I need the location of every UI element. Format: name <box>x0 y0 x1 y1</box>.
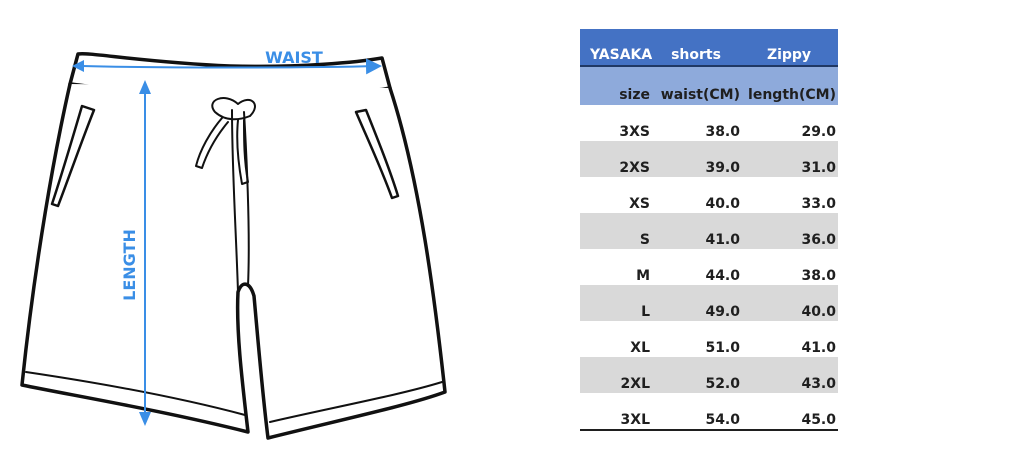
size-cell: L <box>580 285 652 321</box>
drawstring-right <box>236 119 249 185</box>
size-cell: XL <box>630 340 650 356</box>
table-row: L 49.0 40.0 <box>580 285 838 321</box>
waist-cell: 39.0 <box>652 141 742 177</box>
table-row: M 44.0 38.0 <box>580 249 838 285</box>
waist-cell: 44.0 <box>705 268 740 284</box>
brand-name: YASAKA <box>580 29 652 66</box>
table-row: 3XS 38.0 29.0 <box>580 105 838 141</box>
table-row: XS 40.0 33.0 <box>580 177 838 213</box>
waist-arrow-left-head <box>72 60 84 72</box>
length-cell: 43.0 <box>742 357 838 393</box>
header-waist: waist(CM) <box>652 65 742 105</box>
length-cell: 36.0 <box>742 213 838 249</box>
table-row: XL 51.0 41.0 <box>580 321 838 357</box>
waist-cell: 38.0 <box>705 124 740 140</box>
length-cell: 38.0 <box>801 268 836 284</box>
drawstring-left <box>195 117 229 169</box>
length-label: LENGTH <box>120 229 139 301</box>
waist-label: WAIST <box>265 48 323 67</box>
brand-row: YASAKA shorts Zippy <box>580 29 838 66</box>
product-name: Zippy <box>742 29 838 66</box>
table-row: 2XS 39.0 31.0 <box>580 141 838 177</box>
size-cell: 3XS <box>619 124 650 140</box>
size-cell: XS <box>629 196 650 212</box>
waist-arrow-line <box>81 58 382 75</box>
header-length: length(CM) <box>742 65 838 105</box>
size-chart-table: YASAKA shorts Zippy size waist(CM) lengt… <box>580 29 838 431</box>
shorts-body <box>20 82 447 440</box>
fly-line-2 <box>243 111 250 287</box>
fly-line <box>231 109 239 293</box>
left-hem <box>25 371 246 416</box>
size-cell: 3XL <box>580 393 652 431</box>
size-cell: S <box>580 213 652 249</box>
waist-cell: 51.0 <box>705 340 740 356</box>
length-cell: 40.0 <box>742 285 838 321</box>
waist-cell: 52.0 <box>652 357 742 393</box>
size-cell: M <box>636 268 650 284</box>
waist-cell: 40.0 <box>705 196 740 212</box>
left-pocket <box>50 104 96 208</box>
shorts-diagram: WAIST LENGTH <box>20 48 447 440</box>
length-cell: 31.0 <box>742 141 838 177</box>
length-cell: 29.0 <box>801 124 836 140</box>
table-row: 3XL 54.0 45.0 <box>580 393 838 431</box>
length-cell: 45.0 <box>742 393 838 431</box>
size-cell: 2XL <box>580 357 652 393</box>
size-cell: 2XS <box>580 141 652 177</box>
product-type: shorts <box>652 29 742 66</box>
waist-cell: 49.0 <box>652 285 742 321</box>
table-row: S 41.0 36.0 <box>580 213 838 249</box>
header-size: size <box>580 65 652 105</box>
length-cell: 33.0 <box>801 196 836 212</box>
length-cell: 41.0 <box>801 340 836 356</box>
table-row: 2XL 52.0 43.0 <box>580 357 838 393</box>
length-arrow-bottom-head <box>139 412 151 426</box>
waist-cell: 54.0 <box>652 393 742 431</box>
right-hem <box>269 381 443 423</box>
drawstring-knot <box>211 97 256 121</box>
right-pocket <box>354 108 400 200</box>
waist-cell: 41.0 <box>652 213 742 249</box>
length-arrow-top-head <box>139 80 151 94</box>
header-row: size waist(CM) length(CM) <box>580 65 838 105</box>
shorts-outline <box>20 51 447 440</box>
